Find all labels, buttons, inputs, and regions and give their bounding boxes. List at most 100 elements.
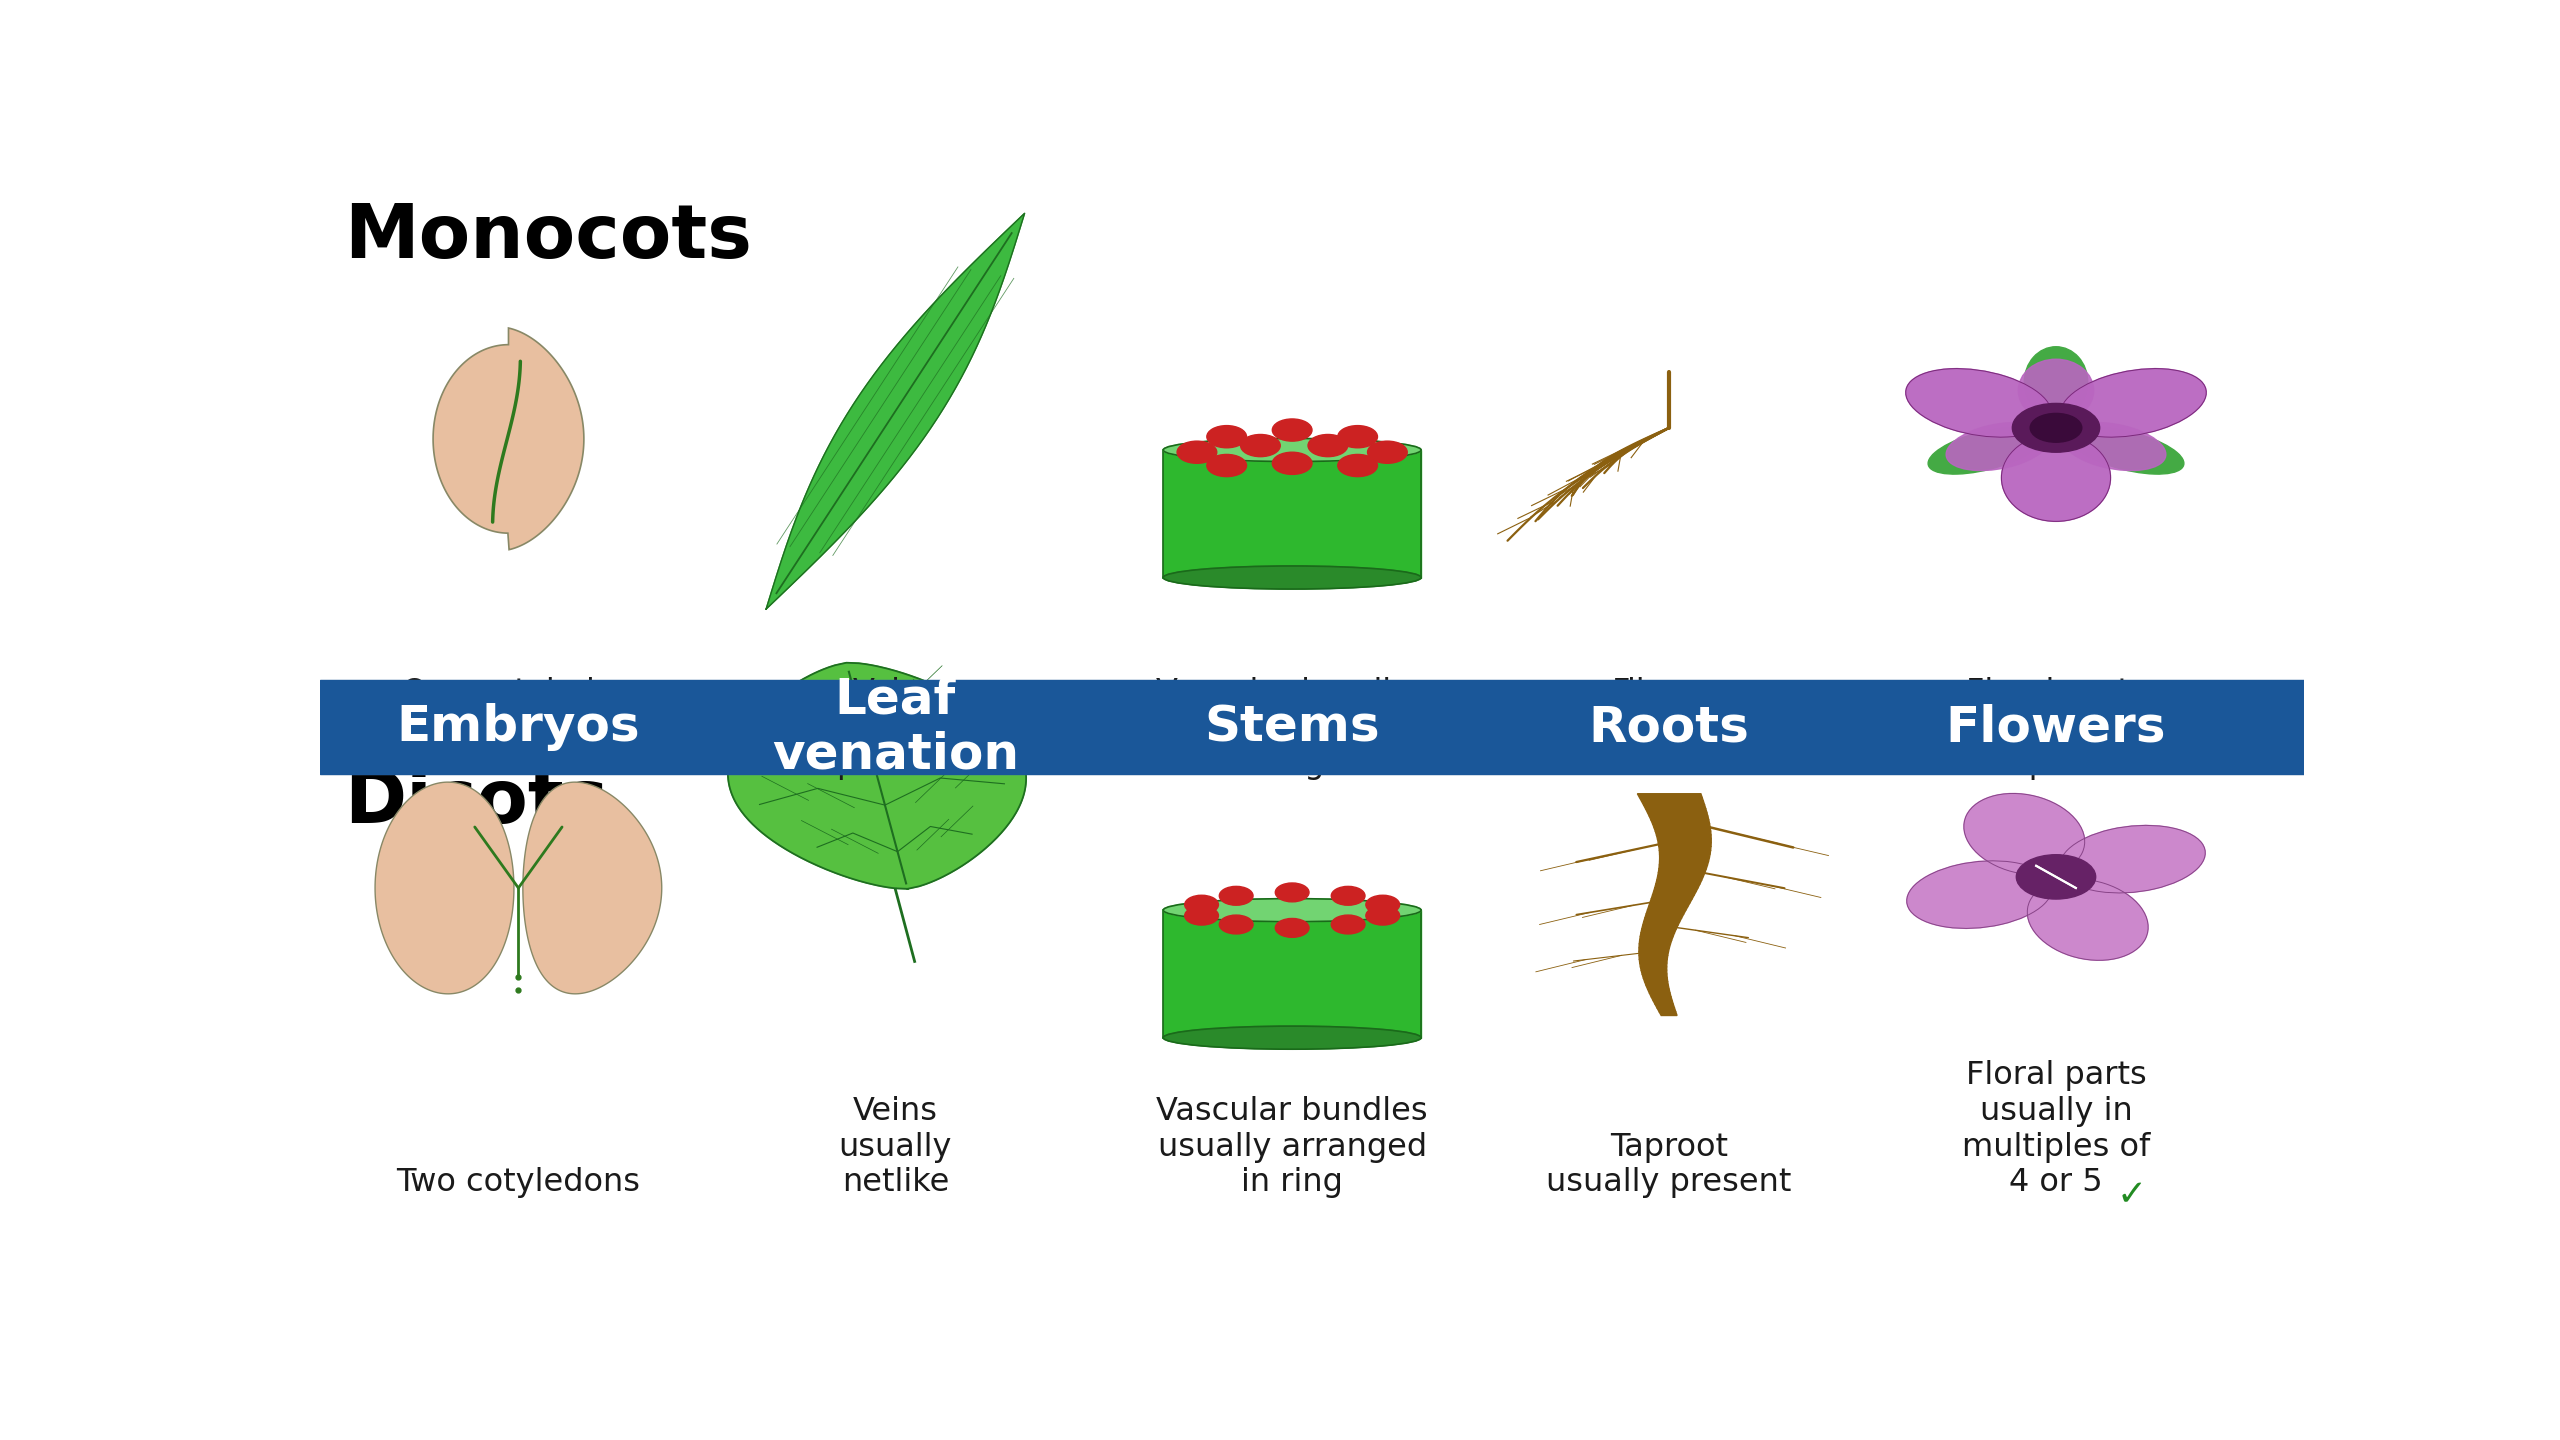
Polygon shape (1638, 952, 1669, 955)
Polygon shape (1654, 824, 1710, 828)
Circle shape (1275, 919, 1308, 937)
Polygon shape (1644, 805, 1705, 809)
Polygon shape (1638, 948, 1669, 952)
Polygon shape (522, 782, 660, 994)
Polygon shape (1656, 877, 1702, 880)
Circle shape (1272, 452, 1313, 474)
Polygon shape (1644, 922, 1679, 926)
Ellipse shape (1162, 438, 1421, 462)
Text: Dicots: Dicots (343, 766, 609, 840)
Polygon shape (1649, 812, 1708, 816)
Ellipse shape (1162, 899, 1421, 922)
Polygon shape (1641, 801, 1705, 805)
Bar (1162, 449, 1421, 577)
Polygon shape (1638, 798, 1702, 801)
Polygon shape (1646, 914, 1684, 917)
Circle shape (1367, 906, 1400, 924)
Polygon shape (1638, 959, 1667, 963)
Polygon shape (1654, 828, 1710, 831)
Circle shape (1206, 426, 1247, 448)
Polygon shape (1638, 955, 1667, 959)
Ellipse shape (1905, 369, 2051, 438)
Text: ✓: ✓ (2117, 1178, 2145, 1211)
Polygon shape (1651, 891, 1697, 896)
Circle shape (1185, 896, 1219, 914)
Polygon shape (1644, 978, 1667, 982)
Polygon shape (1656, 840, 1710, 842)
Polygon shape (1641, 933, 1674, 936)
Text: Two cotyledons: Two cotyledons (397, 1168, 640, 1198)
Text: Veins
usually
parallel: Veins usually parallel (837, 677, 955, 780)
Polygon shape (1651, 819, 1710, 824)
Polygon shape (1646, 910, 1687, 914)
Circle shape (1339, 455, 1377, 477)
Text: Stems: Stems (1203, 703, 1380, 752)
Polygon shape (1638, 793, 1702, 798)
Polygon shape (1651, 996, 1672, 1001)
Circle shape (1331, 887, 1364, 906)
Polygon shape (1649, 994, 1672, 996)
Polygon shape (1641, 926, 1677, 929)
Circle shape (1367, 896, 1400, 914)
Polygon shape (1656, 880, 1702, 884)
Polygon shape (1654, 887, 1697, 891)
Circle shape (1242, 435, 1280, 456)
Ellipse shape (2063, 422, 2166, 471)
Ellipse shape (1928, 428, 2043, 474)
Polygon shape (1644, 917, 1682, 922)
Polygon shape (765, 213, 1024, 609)
Circle shape (2030, 413, 2081, 442)
Polygon shape (1659, 847, 1710, 850)
Text: Veins
usually
netlike: Veins usually netlike (840, 1096, 952, 1198)
Ellipse shape (2028, 878, 2148, 960)
Ellipse shape (2025, 347, 2089, 418)
Polygon shape (1659, 868, 1708, 873)
Polygon shape (1644, 982, 1669, 985)
Polygon shape (433, 328, 584, 550)
Circle shape (2017, 855, 2097, 899)
Polygon shape (727, 662, 1027, 888)
Polygon shape (376, 782, 515, 994)
Circle shape (1308, 435, 1347, 456)
Text: Flowers: Flowers (1946, 703, 2166, 752)
Text: Fibrous
root system: Fibrous root system (1574, 677, 1764, 744)
Polygon shape (1656, 835, 1710, 840)
Ellipse shape (2017, 359, 2094, 422)
Circle shape (1367, 441, 1408, 464)
Polygon shape (1649, 989, 1669, 994)
Bar (320, 680, 2304, 775)
Polygon shape (1659, 861, 1708, 865)
Polygon shape (1641, 929, 1677, 933)
Polygon shape (1659, 854, 1710, 858)
Circle shape (1185, 906, 1219, 924)
Polygon shape (1659, 873, 1705, 877)
Polygon shape (1649, 907, 1687, 910)
Polygon shape (1638, 945, 1672, 948)
Ellipse shape (1162, 566, 1421, 589)
Polygon shape (1651, 896, 1695, 899)
Text: Floral parts
usually in
multiples of
4 or 5: Floral parts usually in multiples of 4 o… (1961, 1060, 2150, 1198)
Circle shape (1339, 426, 1377, 448)
Circle shape (2012, 403, 2099, 452)
Circle shape (1219, 914, 1252, 935)
Circle shape (1206, 455, 1247, 477)
Ellipse shape (1907, 861, 2053, 929)
Text: Floral parts
usually in
multiples of 3: Floral parts usually in multiples of 3 (1946, 677, 2166, 780)
Polygon shape (1659, 865, 1708, 868)
Polygon shape (1651, 899, 1692, 903)
Polygon shape (1638, 940, 1672, 945)
Polygon shape (1654, 1004, 1674, 1008)
Text: Vascular bundles
usually arranged
in ring: Vascular bundles usually arranged in rin… (1157, 1096, 1428, 1198)
Circle shape (1219, 887, 1252, 906)
Text: One cotyledon: One cotyledon (402, 677, 635, 708)
Ellipse shape (2061, 369, 2207, 438)
Polygon shape (1656, 1008, 1677, 1012)
Ellipse shape (1162, 1027, 1421, 1050)
Ellipse shape (1964, 793, 2084, 874)
Text: Leaf
venation: Leaf venation (773, 675, 1019, 779)
Polygon shape (1659, 858, 1710, 861)
Polygon shape (1646, 809, 1708, 812)
Circle shape (1275, 883, 1308, 901)
Ellipse shape (2061, 825, 2204, 893)
Polygon shape (1641, 963, 1667, 966)
